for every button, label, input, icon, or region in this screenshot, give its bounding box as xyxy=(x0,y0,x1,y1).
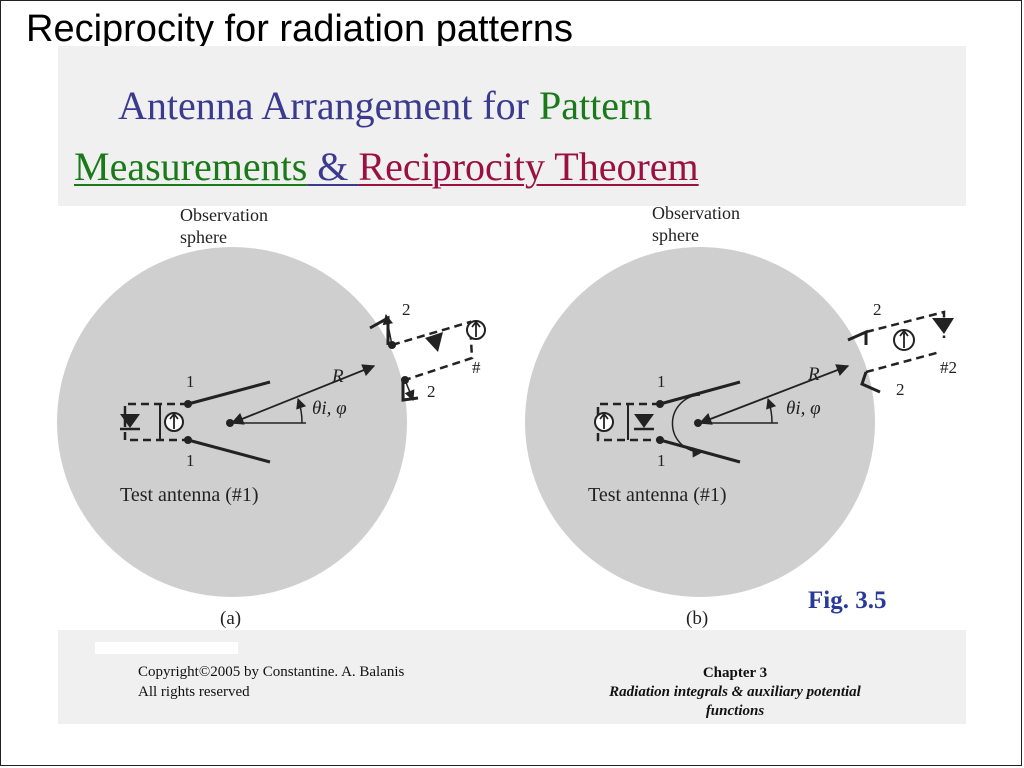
figure-title-part: Pattern xyxy=(538,83,653,128)
probe-dot xyxy=(388,341,396,349)
range-label: R xyxy=(332,366,344,387)
observation-label: Observation sphere xyxy=(180,204,268,248)
observation-line: Observation xyxy=(180,205,268,225)
probe-label: #2 xyxy=(940,358,957,377)
range-label: R xyxy=(808,364,820,385)
terminal-label: 1 xyxy=(657,372,666,391)
copyright-text: Copyright©2005 by Constantine. A. Balani… xyxy=(138,662,404,702)
probe-terminal-label: 2 xyxy=(427,382,436,401)
probe-label: # xyxy=(472,358,481,377)
figure-title-part: Measurements xyxy=(74,144,308,189)
chapter-info: Chapter 3 Radiation integrals & auxiliar… xyxy=(570,664,900,721)
probe-dot xyxy=(401,376,409,384)
probe-diode-icon xyxy=(932,318,954,334)
panel-caption: (b) xyxy=(686,608,709,629)
figure-title-part: & xyxy=(307,144,359,189)
angle-arc xyxy=(296,398,307,424)
antenna-arm xyxy=(187,438,271,464)
figure-number-label: Fig. 3.5 xyxy=(808,587,887,614)
terminal-label: 1 xyxy=(186,451,195,470)
terminal-label: 1 xyxy=(186,372,195,391)
chapter-subtitle: Radiation integrals & auxiliary potentia… xyxy=(609,684,861,700)
panel-b xyxy=(525,247,954,597)
copyright-line: All rights reserved xyxy=(138,684,250,700)
footer-white-strip xyxy=(95,642,238,654)
slide-title: Reciprocity for radiation patterns xyxy=(26,8,574,50)
observation-label: Observation sphere xyxy=(652,202,740,246)
probe-diode-icon xyxy=(425,332,443,352)
figure-title-line2: Measurements & Reciprocity Theorem xyxy=(74,143,699,190)
dashed-circuit xyxy=(123,402,188,442)
angle-label: θi, φ xyxy=(312,398,347,419)
source-arrow-icon xyxy=(169,412,179,429)
copyright-line: Copyright©2005 by Constantine. A. Balani… xyxy=(138,664,405,680)
figure-title-line1: Antenna Arrangement for Pattern xyxy=(118,82,652,129)
observation-line: sphere xyxy=(180,227,227,247)
observation-line: sphere xyxy=(652,225,699,245)
probe-dashed-circuit xyxy=(391,320,474,382)
panel-a xyxy=(57,247,486,597)
figure-header-band xyxy=(58,46,966,206)
test-antenna-label: Test antenna (#1) xyxy=(120,484,259,506)
rotation-arc xyxy=(671,394,704,458)
terminal-label: 1 xyxy=(657,451,666,470)
observation-line: Observation xyxy=(652,203,740,223)
panel-caption: (a) xyxy=(220,608,242,629)
angle-label: θi, φ xyxy=(786,398,821,419)
chapter-title: Chapter 3 xyxy=(702,665,768,681)
range-arrow xyxy=(230,364,376,425)
figure-title-part: Antenna Arrangement for xyxy=(118,83,539,128)
figure-title-part: Reciprocity Theorem xyxy=(358,144,699,189)
probe-terminal-label: 2 xyxy=(873,300,882,319)
test-antenna-label: Test antenna (#1) xyxy=(588,484,727,506)
range-arrow xyxy=(698,364,850,425)
angle-arc xyxy=(766,398,777,424)
detector-diode-icon xyxy=(634,414,654,428)
detector-diode-icon xyxy=(120,414,140,428)
probe-terminal-label: 2 xyxy=(402,300,411,319)
chapter-subtitle: functions xyxy=(705,703,765,719)
probe-terminal-label: 2 xyxy=(896,380,905,399)
probe-arrow xyxy=(382,313,394,346)
source-arrow-icon xyxy=(599,412,609,429)
